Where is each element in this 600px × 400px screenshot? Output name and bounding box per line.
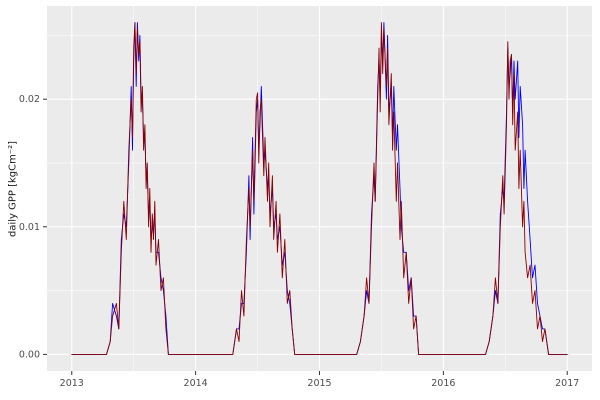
- x-tick-label-2015: 2015: [307, 378, 331, 389]
- x-tick-label-2017: 2017: [555, 378, 579, 389]
- x-tick-label-2016: 2016: [431, 378, 455, 389]
- x-tick-label-2014: 2014: [184, 378, 208, 389]
- series-line-darkred: [71, 22, 568, 355]
- y-tick-label-0.00: 0.00: [19, 349, 40, 360]
- y-tick-label-0.02: 0.02: [19, 94, 40, 105]
- y-tick-label-0.01: 0.01: [19, 222, 40, 233]
- x-tick-label-2013: 2013: [60, 378, 84, 389]
